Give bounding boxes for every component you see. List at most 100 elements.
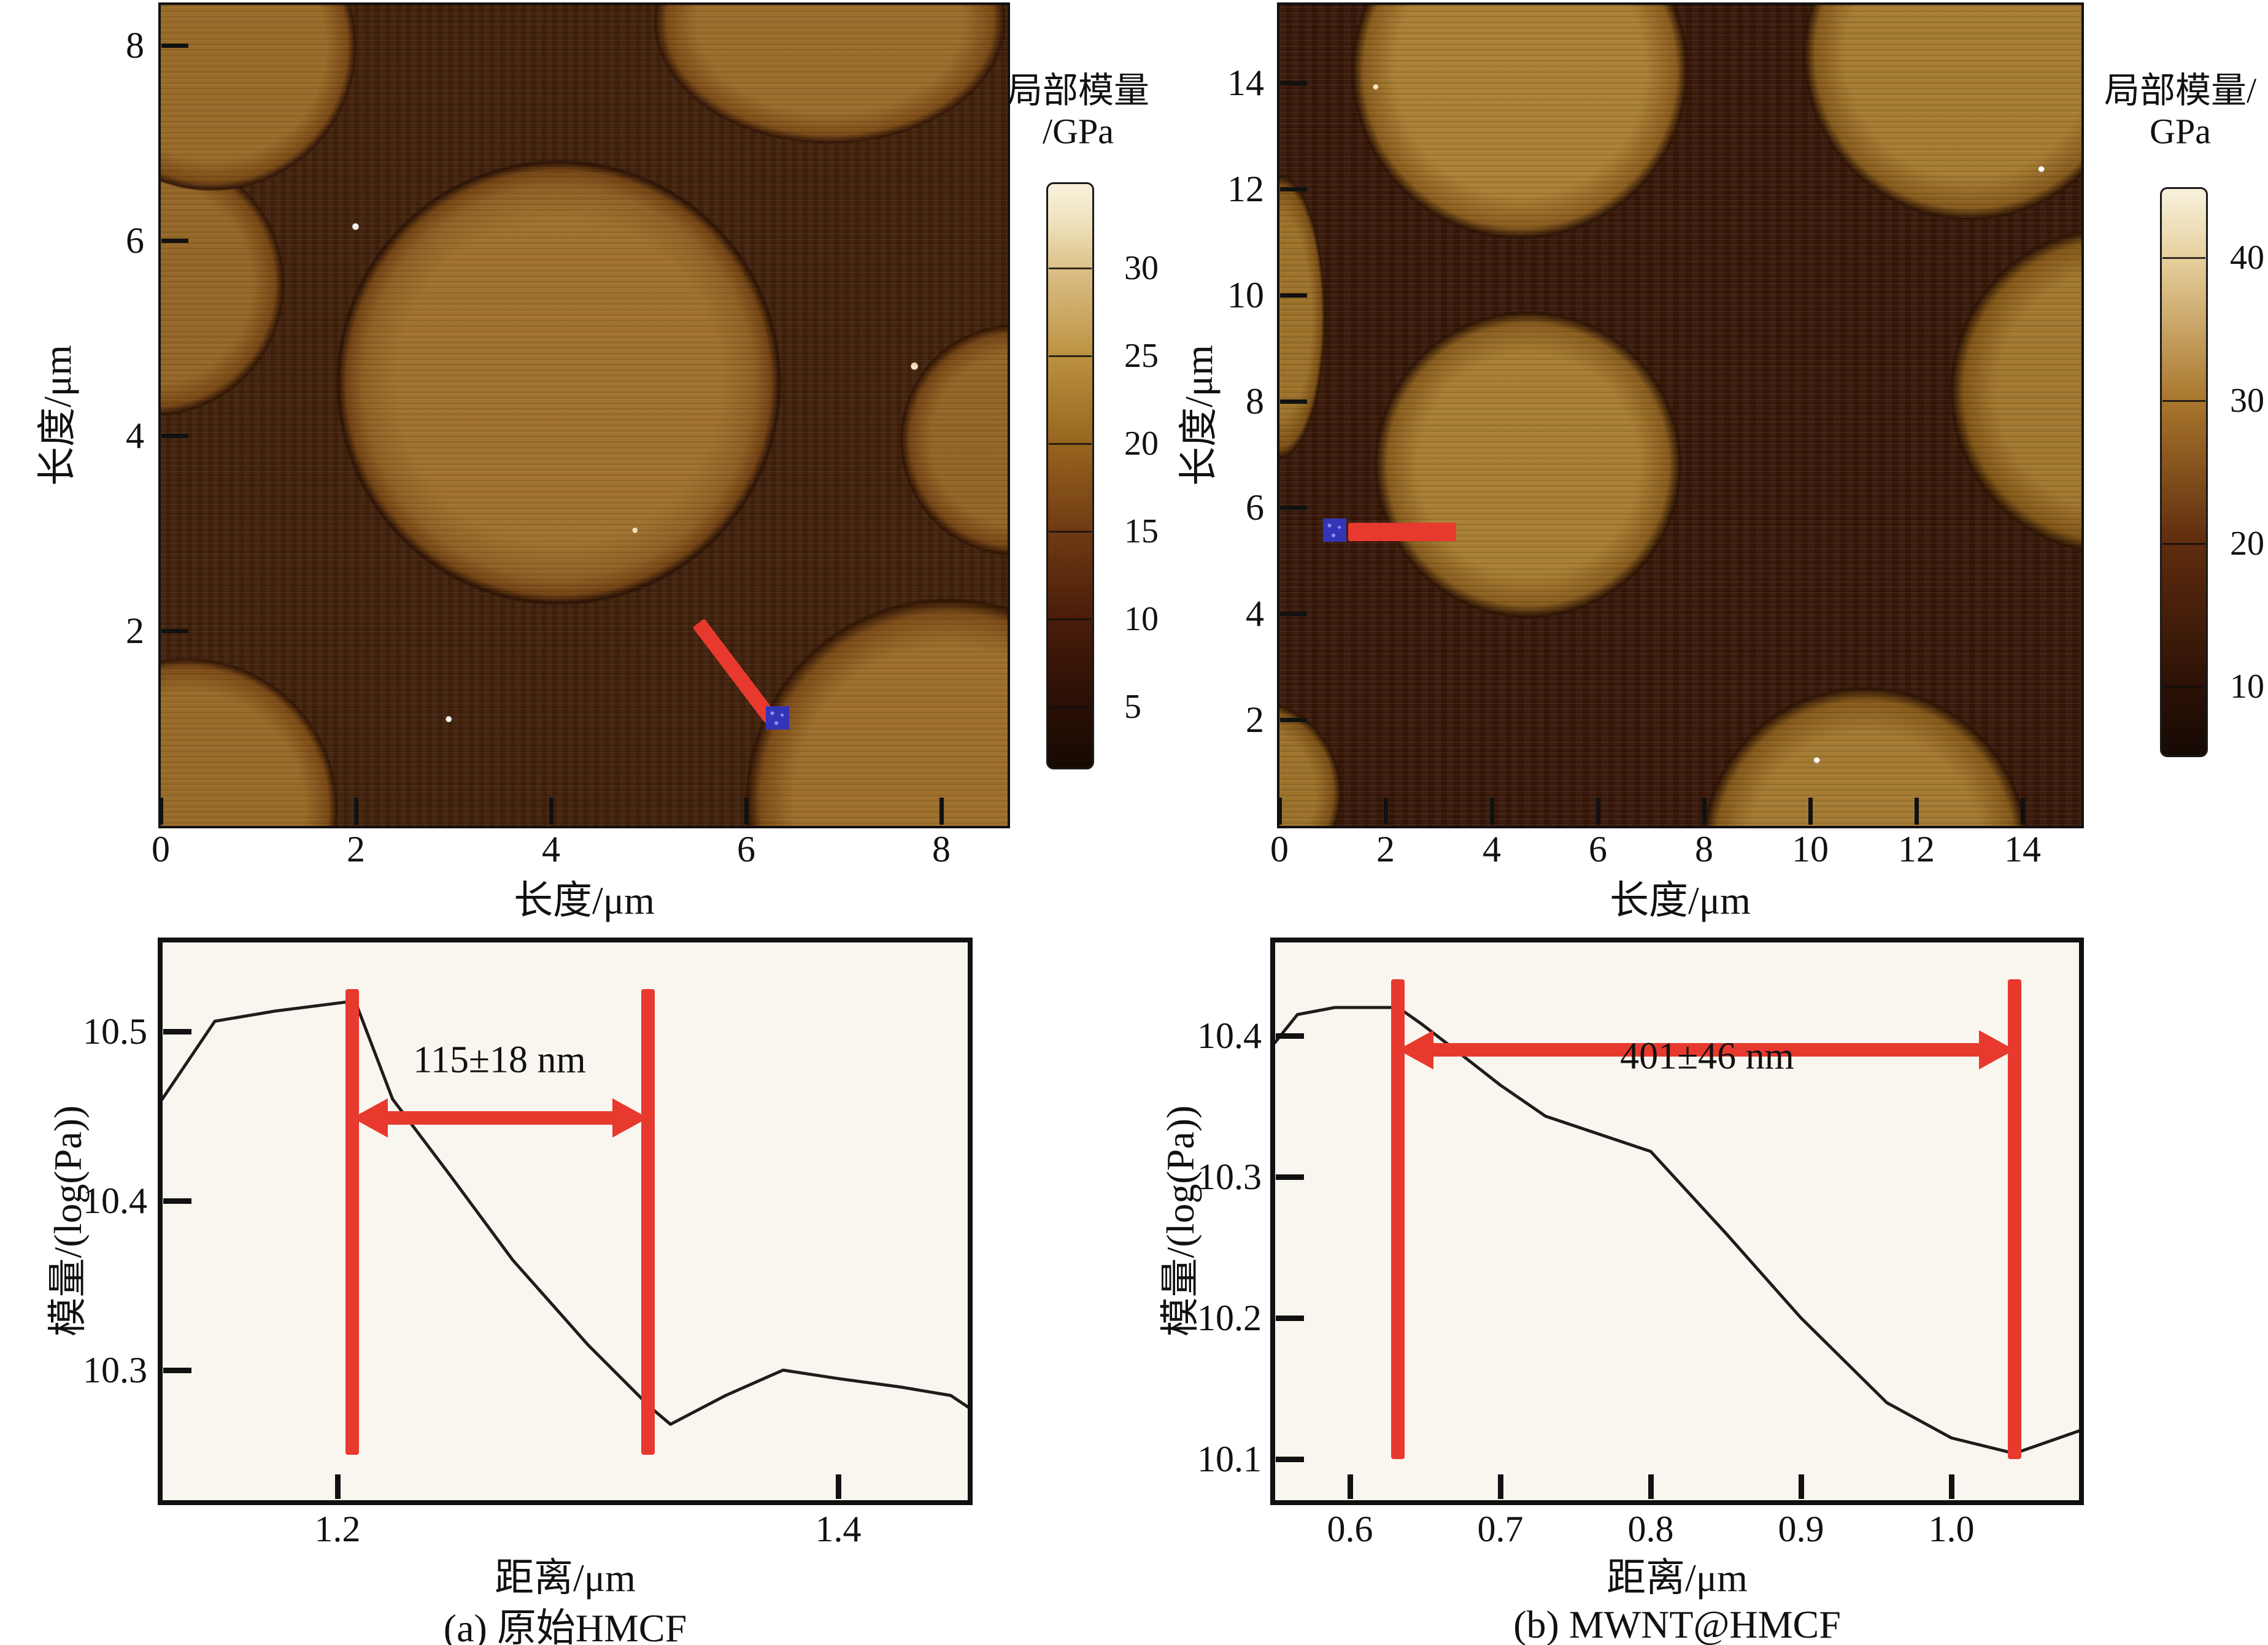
map-a-ylabel: 长度/μm [36,345,79,486]
plot-b-xlabel: 距离/μm [1606,1556,1748,1600]
colorbar-a-tick-label: 20 [1124,425,1159,463]
colorbar-a-tick-label: 10 [1124,600,1159,638]
map-a-profile-marker [765,706,789,730]
plot-0-y-tick-mark [163,1028,191,1034]
colorbar-b-tick-label: 20 [2230,525,2264,563]
plot-1-arrow-bar [1427,1043,1985,1057]
colorbar-a-title-line1: 局部模量 [1006,71,1150,110]
map-a-y-tick-mark [161,628,188,633]
afm-map-a [158,2,1010,828]
colorbar-b-tick-label: 10 [2230,668,2264,706]
plot-0-y-tick-label: 10.5 [83,1011,147,1052]
map-b-y-tick-mark [1280,399,1307,404]
map-b-y-tick-mark [1280,717,1307,722]
colorbar-b-segment-line [2162,256,2205,259]
map-a-x-tick-mark [354,798,358,825]
map-a-x-tick-mark [744,798,749,825]
colorbar-b [2160,187,2208,757]
map-a-x-tick-label: 2 [347,829,365,869]
colorbar-a-segment-line [1049,267,1092,269]
map-a-y-tick-mark [161,238,188,243]
plot-1-interface-line [1391,979,1405,1459]
plot-0-x-tick-label: 1.4 [815,1509,862,1549]
map-b-y-tick-mark [1280,80,1307,85]
map-b-y-tick-label: 4 [1246,593,1264,634]
map-b-profile-line [1348,522,1457,541]
map-b-x-tick-label: 8 [1695,829,1713,869]
colorbar-a-tick-label: 15 [1124,512,1159,550]
colorbar-b-tick-label: 30 [2230,382,2264,420]
plot-a-annotation: 115±18 nm [413,1039,586,1081]
colorbar-a-tick-label: 30 [1124,249,1159,287]
map-b-xlabel: 长度/μm [1610,879,1751,922]
map-a-y-tick-label: 2 [126,611,144,651]
map-b-x-tick-mark [1596,798,1600,825]
plot-b-caption: (b) MWNT@HMCF [1513,1603,1841,1645]
plot-1-x-tick-mark [1798,1474,1804,1499]
plot-1-arrowhead-left [1398,1030,1434,1069]
map-b-y-tick-label: 10 [1227,275,1264,315]
plot-1-x-tick-label: 0.9 [1778,1509,1824,1549]
plot-1-y-tick-mark [1276,1456,1304,1462]
map-b-x-tick-mark [1384,798,1388,825]
plot-0-x-tick-mark [835,1474,841,1499]
colorbar-a-tick-label: 25 [1124,337,1159,375]
map-a-x-tick-label: 6 [737,829,755,869]
map-b-x-tick-label: 4 [1483,829,1501,869]
map-a-x-tick-mark [939,798,944,825]
colorbar-a-segment-line [1049,618,1092,620]
colorbar-b-title-line1: 局部模量/ [2104,71,2257,110]
plot-0-y-tick-mark [163,1367,191,1373]
plot-1-y-tick-label: 10.4 [1197,1015,1262,1056]
line-plot-b-curve-layer [1275,1006,2079,1455]
plot-b-annotation: 401±46 nm [1620,1035,1794,1077]
map-b-y-tick-label: 6 [1246,487,1264,528]
map-b-x-tick-label: 14 [2004,829,2041,869]
colorbar-a-title-line2: /GPa [1043,111,1114,152]
afm-map-b [1277,2,2084,828]
plot-0-interface-line [345,989,360,1455]
plot-a-ylabel: 模量/(log(Pa)) [46,1105,90,1337]
map-b-x-tick-label: 12 [1898,829,1935,869]
map-b-x-tick-mark [1490,798,1494,825]
colorbar-b-segment-line [2162,542,2205,545]
colorbar-a [1046,182,1094,769]
plot-1-x-tick-mark [1347,1474,1353,1499]
plot-a-caption: (a) 原始HMCF [443,1606,687,1645]
plot-1-x-tick-label: 0.7 [1477,1509,1524,1549]
plot-0-y-tick-label: 10.3 [83,1350,147,1390]
colorbar-a-segment-line [1049,706,1092,708]
plot-1-x-tick-mark [1648,1474,1654,1499]
plot-a-xlabel: 距离/μm [495,1556,636,1600]
plot-0-y-tick-mark [163,1198,191,1204]
plot-1-y-tick-label: 10.2 [1197,1298,1262,1338]
map-b-y-tick-mark [1280,293,1307,298]
map-b-x-tick-mark [1808,798,1813,825]
map-b-x-tick-label: 6 [1589,829,1607,869]
map-b-profile-marker [1322,518,1346,542]
map-b-x-tick-label: 10 [1792,829,1829,869]
map-a-y-tick-label: 6 [126,220,144,261]
plot-1-interface-line [2007,979,2021,1459]
map-b-x-tick-mark [2021,798,2025,825]
map-a-y-tick-label: 4 [126,415,144,456]
map-a-y-tick-label: 8 [126,25,144,66]
plot-0-y-tick-label: 10.4 [83,1181,147,1221]
map-b-y-tick-mark [1280,611,1307,616]
colorbar-a-segment-line [1049,530,1092,533]
colorbar-b-segment-line [2162,399,2205,402]
plot-1-y-tick-label: 10.3 [1197,1157,1262,1197]
plot-0-x-tick-mark [334,1474,341,1499]
map-b-y-tick-label: 2 [1246,699,1264,740]
plot-1-x-tick-mark [1497,1474,1503,1499]
plot-1-x-tick-label: 1.0 [1928,1509,1975,1549]
plot-0-interface-line [641,989,655,1455]
map-b-x-tick-mark [1915,798,1919,825]
map-b-y-tick-label: 12 [1227,169,1264,209]
map-b-x-tick-label: 2 [1376,829,1395,869]
map-a-x-tick-label: 4 [542,829,560,869]
plot-0-curve [163,999,968,1426]
map-a-y-tick-mark [161,433,188,438]
map-a-x-tick-mark [549,798,554,825]
map-b-y-tick-label: 14 [1227,63,1264,103]
